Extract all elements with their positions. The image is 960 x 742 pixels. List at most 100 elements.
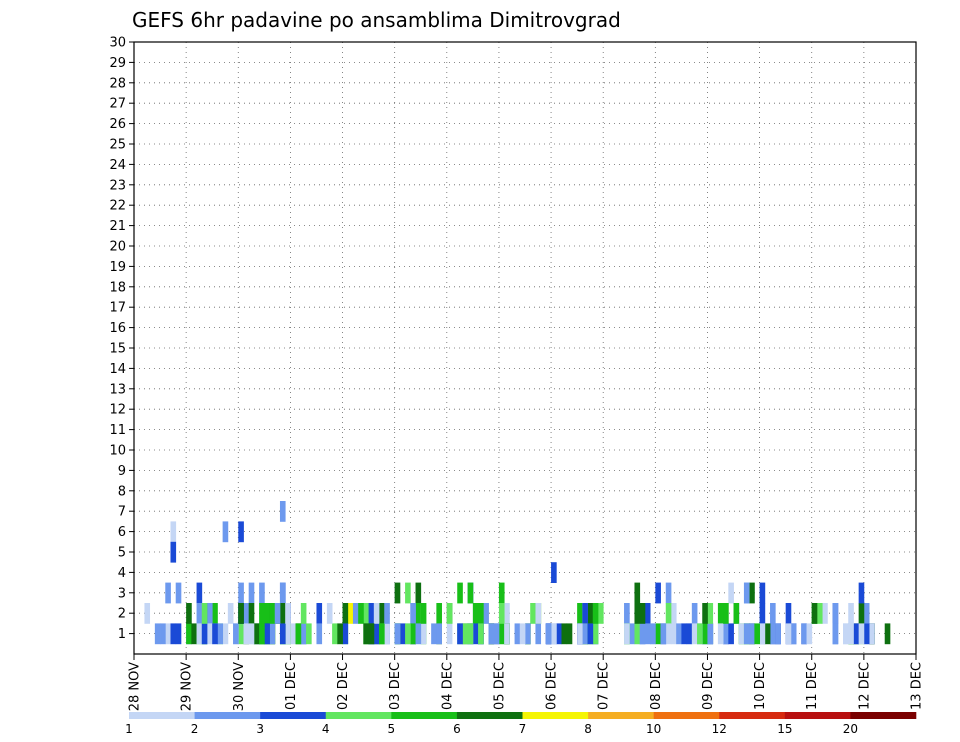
precip-cell	[665, 623, 672, 645]
precip-cell	[191, 623, 197, 645]
precip-cell	[738, 623, 745, 645]
precip-cell	[806, 623, 813, 645]
precip-cell	[493, 623, 500, 645]
precip-cell	[592, 603, 599, 624]
precip-cell	[259, 603, 265, 624]
precip-cell	[770, 603, 776, 624]
precip-cell	[316, 623, 323, 645]
precip-cell	[514, 623, 521, 645]
precip-cell	[144, 603, 151, 624]
x-tick-label: 13 DEC	[910, 662, 925, 710]
precip-cell	[259, 582, 265, 604]
legend-color-swatch	[784, 712, 851, 719]
precip-cell	[551, 623, 557, 645]
legend-bound-label: 6	[453, 722, 461, 736]
precip-cell	[785, 623, 792, 645]
legend-bound-label: 20	[843, 722, 858, 736]
precip-cell	[655, 582, 661, 604]
x-tick-label: 10 DEC	[753, 662, 768, 710]
precip-cell	[196, 603, 203, 624]
precip-cell	[415, 603, 422, 624]
precip-cell	[436, 603, 442, 624]
y-tick-label: 25	[109, 138, 126, 153]
precip-cell	[566, 623, 573, 645]
precip-cell	[222, 521, 229, 543]
precip-cell	[858, 582, 865, 604]
precip-cell	[352, 603, 359, 624]
x-tick-label: 08 DEC	[649, 662, 664, 710]
precip-cell	[306, 623, 312, 645]
precip-cell	[665, 603, 672, 624]
precip-cell	[723, 623, 729, 645]
precip-cell	[582, 603, 588, 624]
y-tick-label: 7	[118, 505, 126, 520]
precip-cell	[342, 603, 349, 624]
precip-cell	[629, 623, 635, 645]
precip-cell	[154, 623, 161, 645]
legend-color-swatch	[325, 712, 392, 719]
y-tick-label: 8	[118, 484, 126, 499]
precip-cell	[707, 603, 714, 624]
precip-cell	[785, 603, 792, 624]
precip-cell	[165, 623, 171, 645]
precip-cell	[264, 603, 270, 624]
precip-cell	[196, 623, 203, 645]
precip-cell	[264, 623, 270, 645]
precip-cell	[186, 603, 192, 624]
precip-cell	[858, 603, 865, 624]
y-tick-label: 18	[109, 280, 126, 295]
precip-cell	[332, 623, 338, 645]
y-tick-label: 2	[118, 607, 126, 622]
legend-bound-label: 2	[191, 722, 199, 736]
y-tick-label: 9	[118, 464, 126, 479]
x-tick-label: 07 DEC	[597, 662, 612, 710]
precip-cell	[702, 623, 708, 645]
precip-cell	[863, 623, 870, 645]
x-tick-label: 09 DEC	[701, 662, 716, 710]
precip-cell	[368, 623, 375, 645]
precip-cell	[253, 623, 260, 645]
precip-cell	[326, 603, 333, 624]
x-axis: 28 NOV 29 NOV 30 NOV 01 DEC 02 DEC 03 DEC 04 D…	[128, 654, 925, 711]
x-tick-label: 04 DEC	[440, 662, 455, 710]
precip-cell	[201, 623, 208, 645]
y-tick-label: 27	[109, 97, 126, 112]
precip-cell	[446, 603, 453, 624]
precip-cell	[707, 623, 714, 645]
precip-cell	[347, 603, 354, 624]
precip-cell	[363, 603, 369, 624]
precip-cell	[790, 623, 797, 645]
precip-cell	[467, 623, 474, 645]
precip-cell	[848, 623, 854, 645]
y-tick-label: 23	[109, 178, 126, 193]
precip-cell	[822, 603, 828, 624]
precip-cell	[869, 623, 875, 645]
precip-cell	[650, 623, 656, 645]
precip-cell	[764, 623, 771, 645]
cell-layer	[144, 501, 891, 645]
precip-cell	[227, 603, 234, 624]
precip-cell	[483, 603, 489, 624]
y-tick-label: 17	[109, 301, 126, 316]
precip-cell	[222, 623, 229, 645]
x-tick-label: 01 DEC	[284, 662, 299, 710]
precip-cell	[561, 623, 568, 645]
precip-cell	[535, 603, 542, 624]
precip-cell	[358, 603, 364, 624]
y-tick-label: 6	[118, 525, 126, 540]
precip-cell	[717, 623, 724, 645]
y-tick-label: 30	[109, 36, 126, 51]
precip-cell	[587, 623, 594, 645]
y-tick-label: 28	[109, 76, 126, 91]
precip-cell	[691, 623, 698, 645]
precip-cell	[160, 623, 166, 645]
legend-bound-label: 1	[125, 722, 133, 736]
precip-cell	[535, 623, 542, 645]
precip-cell	[379, 623, 385, 645]
precip-cell	[274, 603, 281, 624]
precip-cell	[639, 603, 646, 624]
y-tick-label: 15	[109, 342, 126, 357]
precip-cell	[545, 623, 552, 645]
precip-cell	[233, 623, 239, 645]
